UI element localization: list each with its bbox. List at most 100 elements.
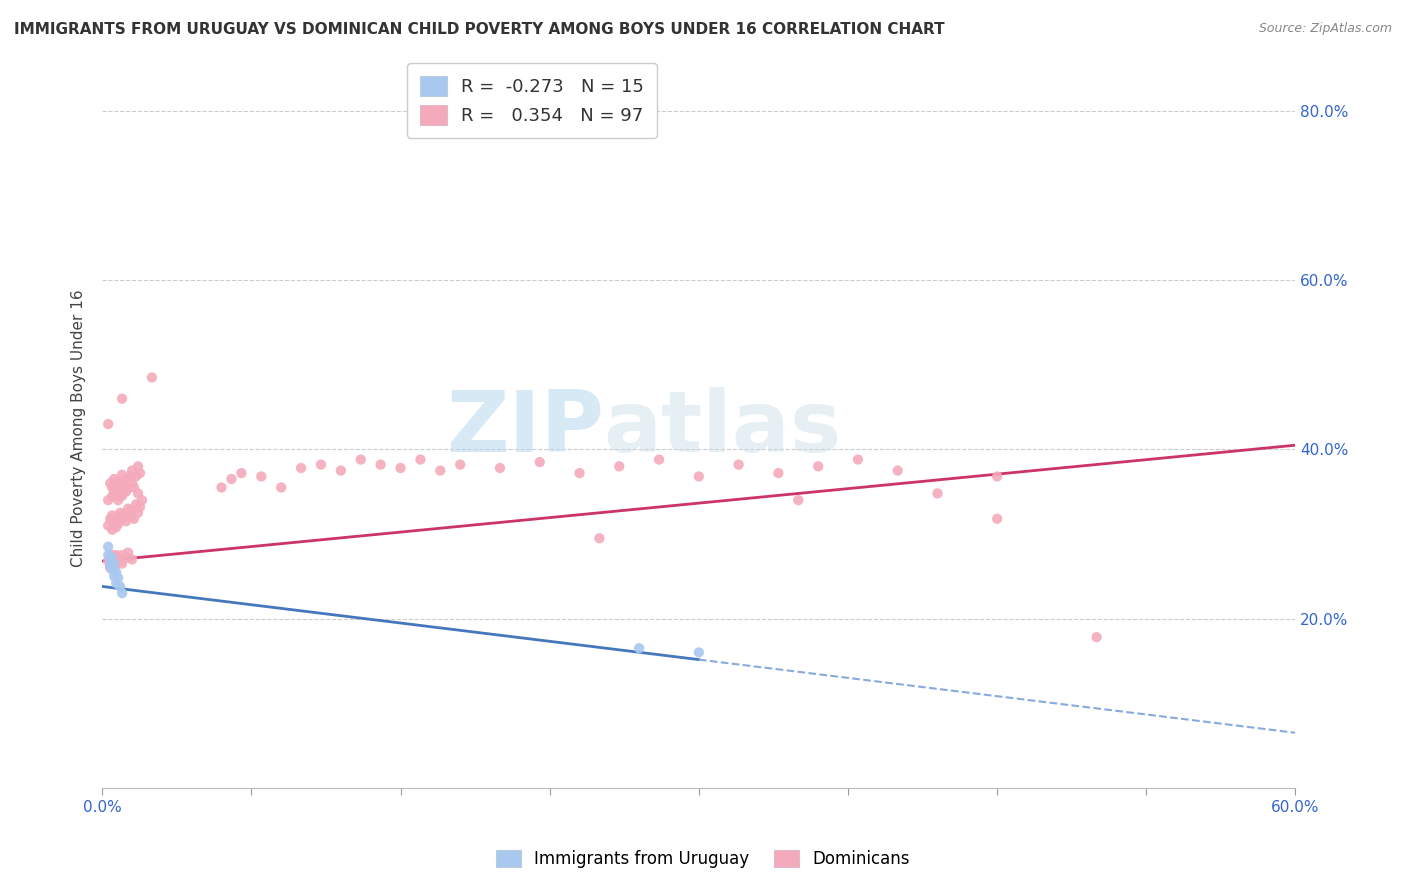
- Legend: R =  -0.273   N = 15, R =   0.354   N = 97: R = -0.273 N = 15, R = 0.354 N = 97: [406, 63, 657, 137]
- Point: [98, 554, 121, 568]
- Point: [101, 480, 124, 494]
- Point: [211, 480, 233, 494]
- Point: [101, 557, 124, 571]
- Point: [370, 458, 392, 472]
- Point: [105, 478, 128, 492]
- Point: [101, 523, 124, 537]
- Legend: Immigrants from Uruguay, Dominicans: Immigrants from Uruguay, Dominicans: [489, 843, 917, 875]
- Point: [727, 458, 749, 472]
- Point: [115, 514, 138, 528]
- Point: [449, 458, 471, 472]
- Point: [688, 469, 710, 483]
- Point: [112, 508, 135, 523]
- Point: [768, 466, 790, 480]
- Text: Source: ZipAtlas.com: Source: ZipAtlas.com: [1258, 22, 1392, 36]
- Point: [107, 493, 129, 508]
- Point: [121, 476, 143, 491]
- Point: [97, 554, 120, 568]
- Point: [103, 484, 125, 499]
- Point: [489, 461, 512, 475]
- Point: [588, 531, 610, 545]
- Point: [101, 548, 124, 562]
- Point: [111, 557, 134, 571]
- Point: [118, 510, 141, 524]
- Text: ZIP: ZIP: [446, 387, 603, 470]
- Point: [568, 466, 591, 480]
- Point: [111, 586, 134, 600]
- Point: [125, 497, 148, 511]
- Point: [108, 506, 131, 520]
- Point: [105, 520, 128, 534]
- Point: [98, 550, 121, 565]
- Point: [107, 475, 129, 489]
- Point: [125, 469, 148, 483]
- Point: [127, 486, 149, 500]
- Point: [97, 417, 120, 431]
- Point: [101, 489, 124, 503]
- Point: [97, 548, 120, 562]
- Point: [141, 370, 163, 384]
- Point: [529, 455, 551, 469]
- Point: [886, 464, 908, 478]
- Text: IMMIGRANTS FROM URUGUAY VS DOMINICAN CHILD POVERTY AMONG BOYS UNDER 16 CORRELATI: IMMIGRANTS FROM URUGUAY VS DOMINICAN CHI…: [14, 22, 945, 37]
- Point: [101, 562, 124, 576]
- Point: [787, 493, 810, 508]
- Point: [389, 461, 412, 475]
- Point: [98, 512, 121, 526]
- Point: [107, 550, 129, 565]
- Point: [607, 459, 630, 474]
- Point: [350, 452, 373, 467]
- Point: [108, 579, 131, 593]
- Point: [1085, 630, 1108, 644]
- Point: [101, 550, 124, 565]
- Text: atlas: atlas: [603, 387, 842, 470]
- Point: [121, 464, 143, 478]
- Point: [986, 512, 1008, 526]
- Point: [105, 565, 128, 579]
- Point: [221, 472, 243, 486]
- Point: [97, 518, 120, 533]
- Point: [309, 458, 332, 472]
- Point: [807, 459, 830, 474]
- Point: [688, 645, 710, 659]
- Point: [105, 557, 128, 571]
- Point: [103, 562, 125, 576]
- Point: [117, 501, 139, 516]
- Point: [118, 469, 141, 483]
- Point: [97, 540, 120, 554]
- Point: [986, 469, 1008, 483]
- Point: [111, 489, 134, 503]
- Point: [250, 469, 273, 483]
- Point: [98, 561, 121, 575]
- Point: [115, 484, 138, 499]
- Point: [108, 480, 131, 494]
- Point: [111, 392, 134, 406]
- Point: [97, 493, 120, 508]
- Point: [107, 571, 129, 585]
- Point: [107, 516, 129, 531]
- Point: [290, 461, 312, 475]
- Y-axis label: Child Poverty Among Boys Under 16: Child Poverty Among Boys Under 16: [72, 289, 86, 567]
- Point: [105, 576, 128, 591]
- Point: [111, 512, 134, 526]
- Point: [927, 486, 949, 500]
- Point: [117, 546, 139, 560]
- Point: [122, 480, 145, 494]
- Point: [111, 467, 134, 482]
- Point: [846, 452, 869, 467]
- Point: [648, 452, 671, 467]
- Point: [129, 466, 152, 480]
- Point: [111, 483, 134, 497]
- Point: [105, 486, 128, 500]
- Point: [112, 478, 135, 492]
- Point: [105, 548, 128, 562]
- Point: [117, 480, 139, 494]
- Point: [121, 552, 143, 566]
- Point: [231, 466, 253, 480]
- Point: [103, 472, 125, 486]
- Point: [121, 503, 143, 517]
- Point: [98, 559, 121, 574]
- Point: [131, 493, 153, 508]
- Point: [111, 548, 134, 562]
- Point: [127, 459, 149, 474]
